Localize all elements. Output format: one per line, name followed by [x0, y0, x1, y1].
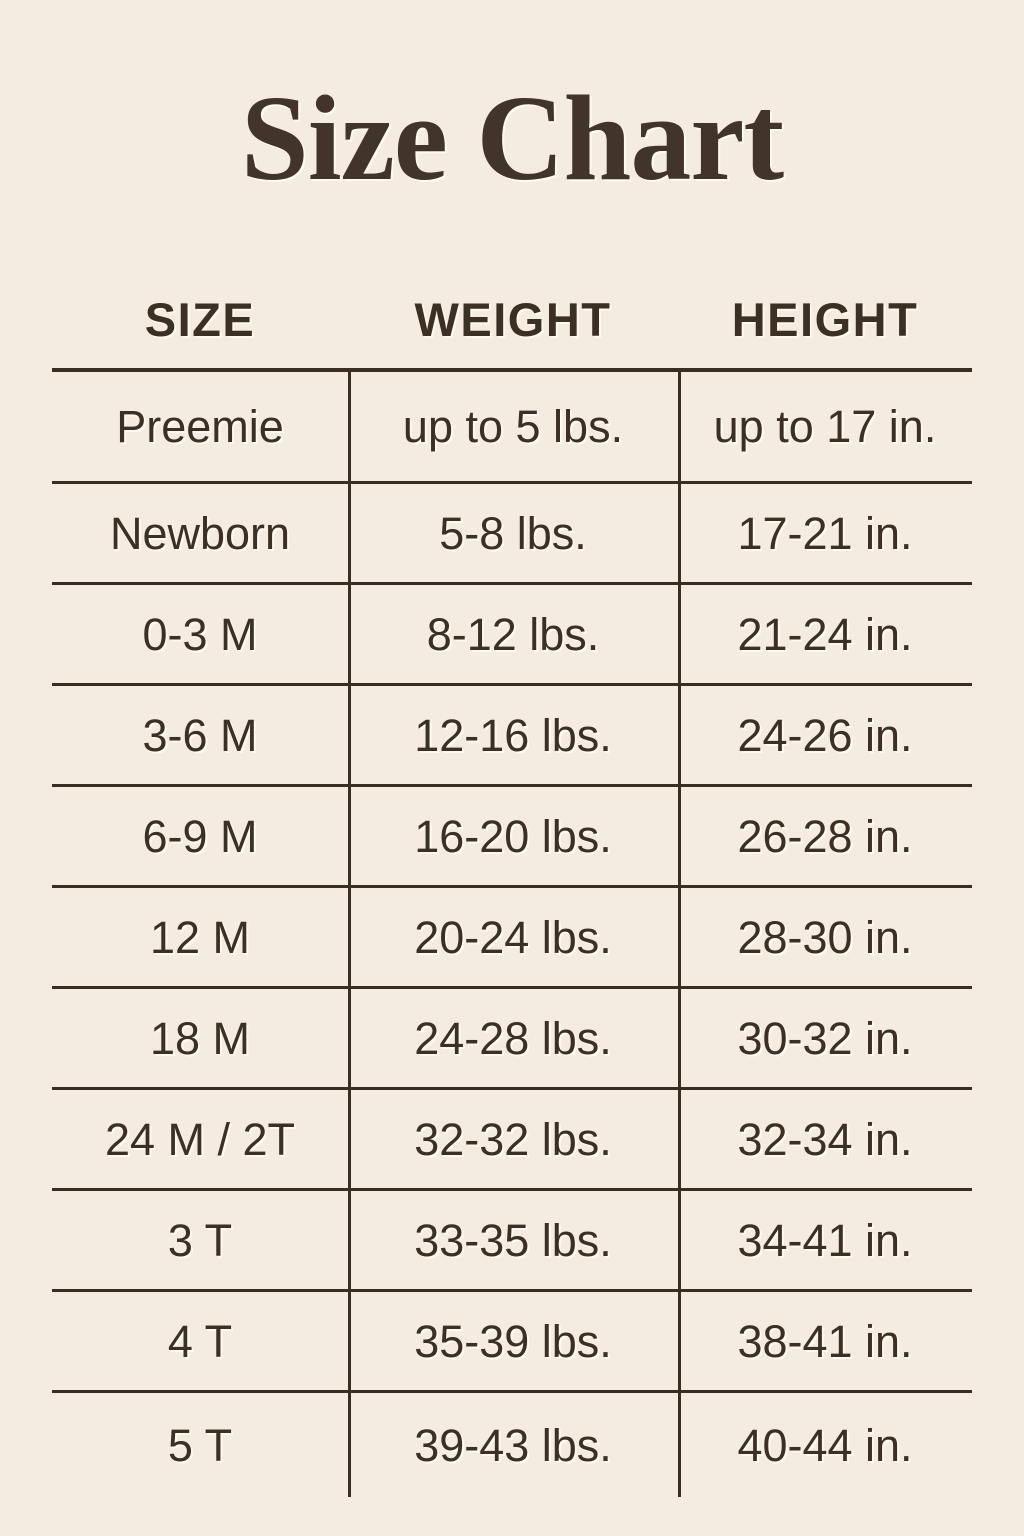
cell-size: 3 T: [167, 1214, 233, 1266]
table-header-row: SIZE WEIGHT HEIGHT: [52, 270, 972, 368]
cell-weight: 12-16 lbs.: [414, 709, 612, 761]
table-row: 6-9 M 16-20 lbs. 26-28 in.: [52, 787, 972, 888]
cell-weight: 5-8 lbs.: [439, 507, 587, 559]
cell-height: 26-28 in.: [737, 810, 913, 862]
table-row: 3-6 M 12-16 lbs. 24-26 in.: [52, 686, 972, 787]
cell-weight: 35-39 lbs.: [414, 1315, 612, 1367]
cell-height: up to 17 in.: [713, 401, 937, 452]
table-row: 4 T 35-39 lbs. 38-41 in.: [52, 1292, 972, 1393]
table-body: Preemie up to 5 lbs. up to 17 in. Newbor…: [52, 368, 972, 1497]
cell-height: 34-41 in.: [737, 1214, 913, 1266]
cell-weight: 32-32 lbs.: [414, 1113, 612, 1165]
table-row: 0-3 M 8-12 lbs. 21-24 in.: [52, 585, 972, 686]
cell-weight: 16-20 lbs.: [414, 810, 612, 862]
column-divider-1: [348, 372, 351, 1497]
cell-weight: 20-24 lbs.: [414, 911, 612, 963]
cell-weight: 33-35 lbs.: [414, 1214, 612, 1266]
cell-size: 4 T: [167, 1315, 233, 1367]
cell-size: 3-6 M: [142, 709, 258, 761]
cell-height: 28-30 in.: [737, 911, 913, 963]
cell-weight: up to 5 lbs.: [402, 401, 624, 452]
table-row: 3 T 33-35 lbs. 34-41 in.: [52, 1191, 972, 1292]
cell-weight: 39-43 lbs.: [414, 1419, 612, 1471]
cell-height: 30-32 in.: [737, 1012, 913, 1064]
cell-height: 21-24 in.: [737, 608, 913, 660]
cell-weight: 24-28 lbs.: [414, 1012, 612, 1064]
cell-size: 5 T: [167, 1419, 233, 1471]
cell-size: 0-3 M: [142, 608, 258, 660]
cell-size: 12 M: [149, 911, 251, 963]
table-row: 5 T 39-43 lbs. 40-44 in.: [52, 1393, 972, 1497]
cell-size: Preemie: [116, 401, 284, 452]
cell-height: 24-26 in.: [737, 709, 913, 761]
size-chart-table: SIZE WEIGHT HEIGHT Preemie up to 5 lbs. …: [52, 270, 972, 1497]
column-divider-2: [678, 372, 681, 1497]
table-row: 18 M 24-28 lbs. 30-32 in.: [52, 989, 972, 1090]
cell-size: 6-9 M: [142, 810, 258, 862]
cell-height: 32-34 in.: [737, 1113, 913, 1165]
cell-height: 38-41 in.: [737, 1315, 913, 1367]
table-row: Newborn 5-8 lbs. 17-21 in.: [52, 484, 972, 585]
cell-size: 24 M / 2T: [104, 1113, 296, 1165]
cell-weight: 8-12 lbs.: [426, 608, 600, 660]
cell-height: 17-21 in.: [737, 507, 913, 559]
table-row: Preemie up to 5 lbs. up to 17 in.: [52, 372, 972, 484]
cell-size: Newborn: [109, 507, 291, 559]
column-header-height: HEIGHT: [731, 292, 919, 346]
column-header-size: SIZE: [144, 292, 256, 346]
cell-size: 18 M: [149, 1012, 251, 1064]
page-title: Size Chart: [240, 71, 784, 206]
table-row: 24 M / 2T 32-32 lbs. 32-34 in.: [52, 1090, 972, 1191]
column-header-weight: WEIGHT: [414, 292, 612, 346]
cell-height: 40-44 in.: [737, 1419, 913, 1471]
table-row: 12 M 20-24 lbs. 28-30 in.: [52, 888, 972, 989]
